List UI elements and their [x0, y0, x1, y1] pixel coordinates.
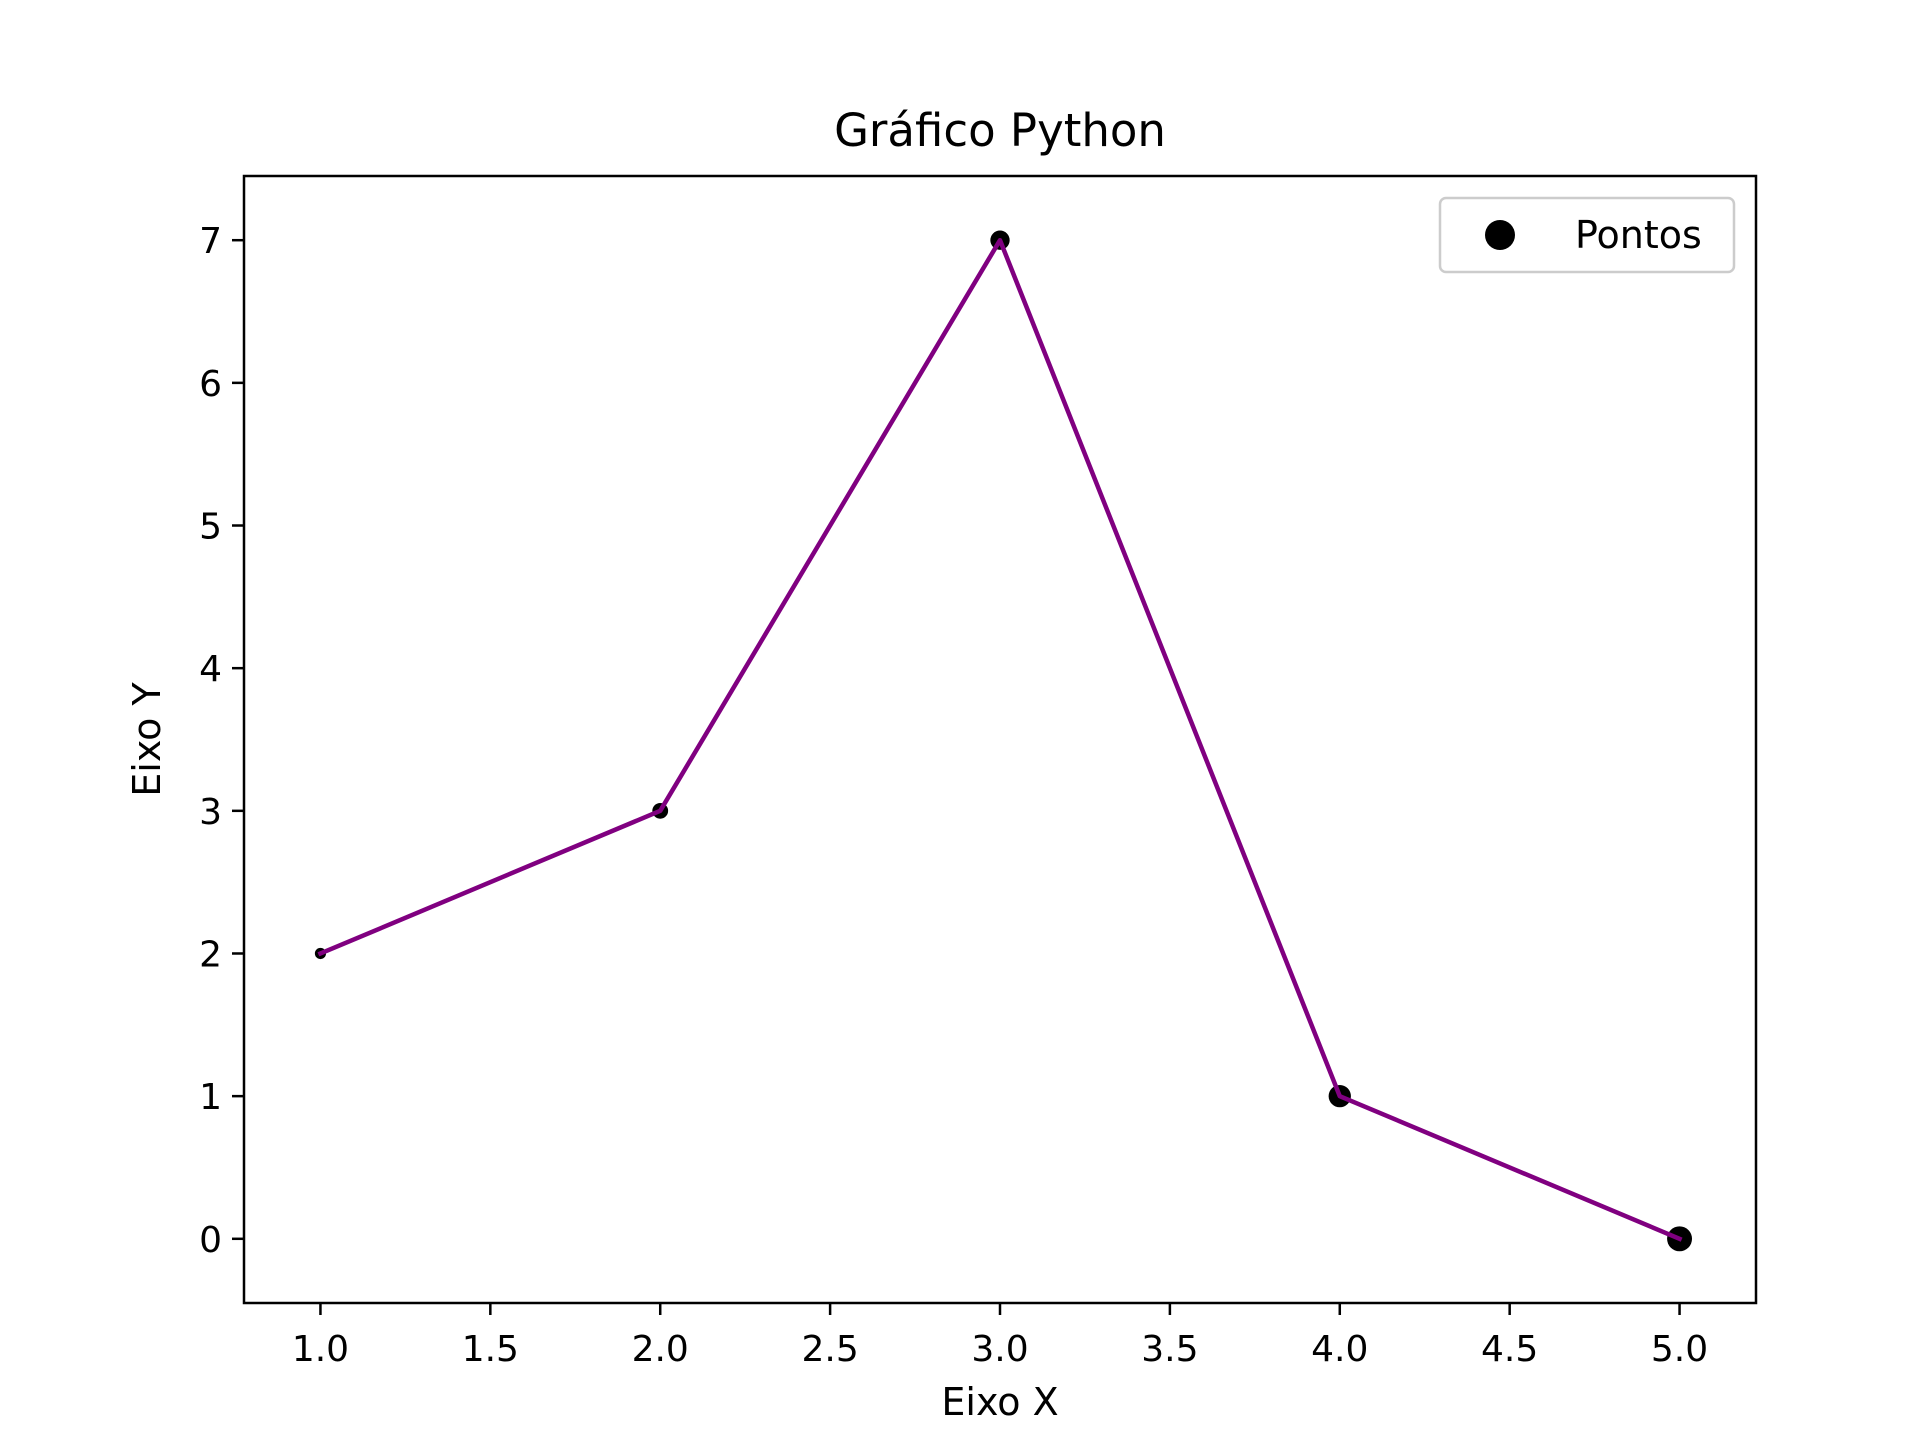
y-axis-label: Eixo Y: [125, 682, 169, 797]
legend-label: Pontos: [1575, 213, 1702, 257]
axes-frame: [242, 174, 1758, 1305]
legend-marker: [1485, 220, 1515, 250]
line-series: [317, 237, 1683, 1242]
y-tick-label: 2: [199, 934, 222, 975]
legend: Pontos: [1438, 196, 1736, 274]
x-tick-label: 3.5: [1141, 1329, 1198, 1370]
series-layer: [314, 230, 1693, 1252]
x-tick-label: 4.5: [1481, 1329, 1538, 1370]
chart-title: Gráfico Python: [834, 104, 1166, 157]
x-axis-ticks: 1.0 1.5 2.0 2.5 3.0 3.5 4.0 4.5 5.0: [292, 1303, 1708, 1370]
y-tick-label: 6: [199, 364, 222, 405]
x-tick-label: 2.0: [632, 1329, 689, 1370]
legend-box: [1438, 196, 1736, 274]
y-tick-label: 5: [199, 507, 222, 548]
x-tick-label: 1.0: [292, 1329, 349, 1370]
y-axis-ticks: 0 1 2 3 4 5 6 7: [199, 221, 244, 1261]
y-tick-label: 3: [199, 792, 222, 833]
x-tick-label: 3.0: [971, 1329, 1028, 1370]
x-tick-label: 2.5: [801, 1329, 858, 1370]
x-tick-label: 1.5: [462, 1329, 519, 1370]
y-tick-label: 1: [199, 1077, 222, 1118]
x-tick-label: 5.0: [1651, 1329, 1708, 1370]
y-tick-label: 7: [199, 221, 222, 262]
x-axis-label: Eixo X: [941, 1380, 1058, 1424]
y-tick-label: 4: [199, 649, 222, 690]
x-tick-label: 4.0: [1311, 1329, 1368, 1370]
y-tick-label: 0: [199, 1220, 222, 1261]
